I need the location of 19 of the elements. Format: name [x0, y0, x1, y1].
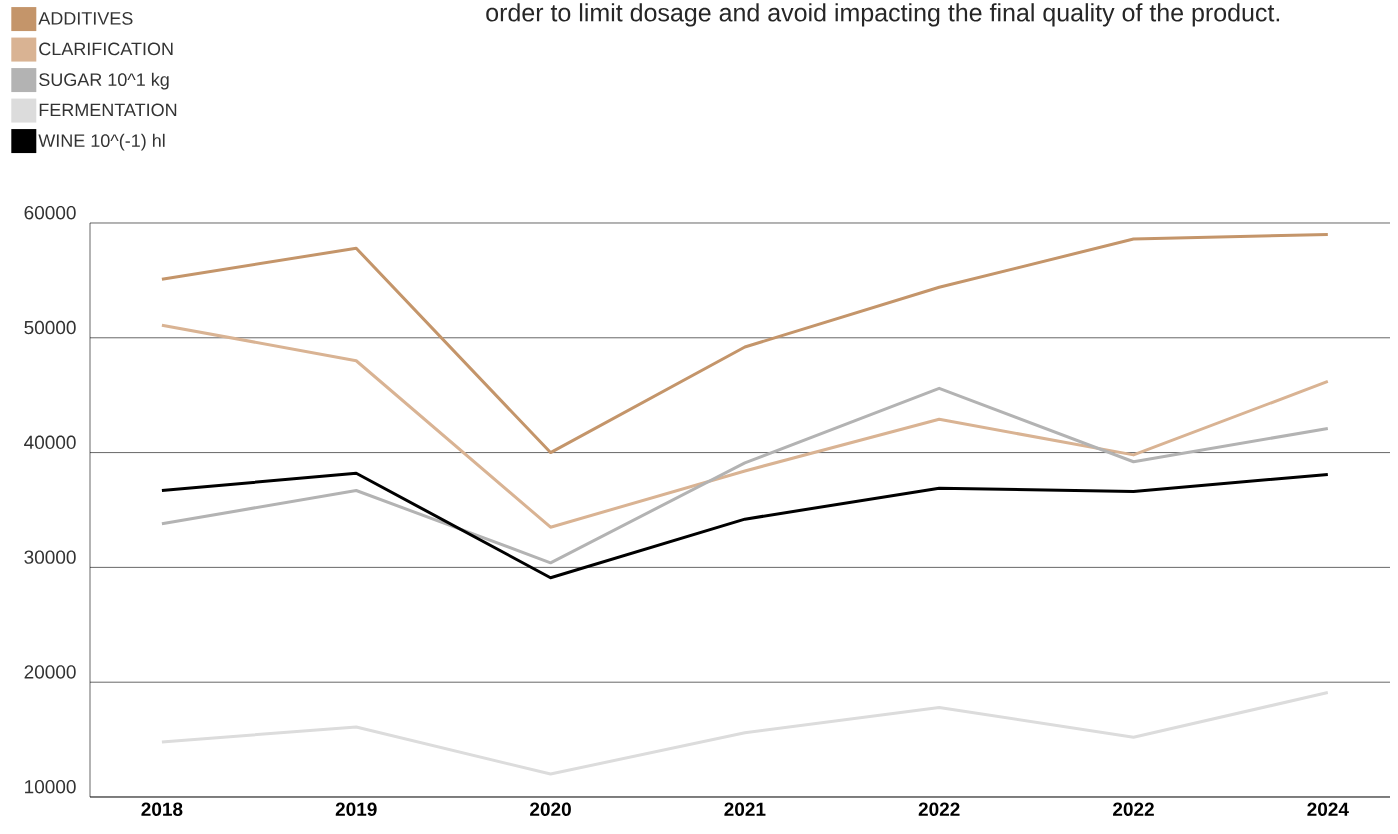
legend-label: FERMENTATION: [39, 103, 177, 117]
legend-label: WINE 10^(-1) hl: [38, 133, 165, 151]
legend-label: SUGAR 10^1 kg: [39, 72, 169, 90]
legend-label: CLARIFICATION: [39, 42, 173, 56]
y-tick-label: 20000: [24, 665, 76, 679]
y-tick-label: 50000: [24, 320, 76, 335]
y-tick-label: 40000: [24, 435, 76, 450]
text: order to limit dosage and avoid impacting the final quality of the product.: [486, 3, 1280, 27]
y-tick-label: 10000: [25, 780, 76, 794]
x-tick-label: 2024: [1307, 802, 1349, 816]
x-tick-label: 2018: [141, 802, 183, 816]
x-tick-label: 2022: [918, 802, 960, 816]
x-tick-label: 2019: [335, 802, 377, 816]
y-tick-label: 60000: [24, 206, 76, 220]
legend-label: ADDITIVES: [38, 12, 133, 25]
x-tick-label: 2021: [724, 802, 766, 816]
x-tick-label: 2022: [1113, 802, 1154, 816]
x-tick-label: 2020: [530, 802, 571, 816]
y-tick-label: 30000: [24, 550, 76, 564]
